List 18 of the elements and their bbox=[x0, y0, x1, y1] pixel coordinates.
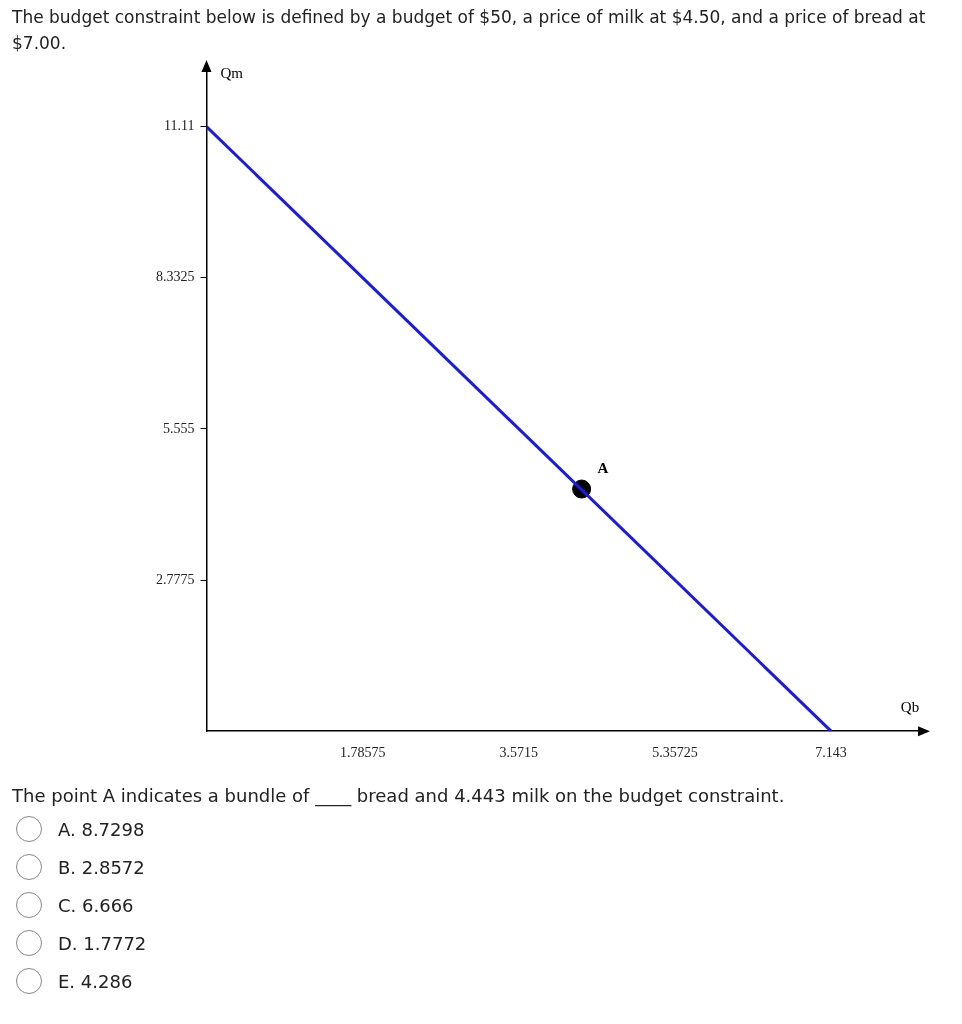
text: D. 1.7772 bbox=[58, 932, 147, 954]
text: C. 6.666 bbox=[58, 894, 134, 916]
y-tick-label: 2.7775 bbox=[156, 571, 195, 587]
x-tick-label: 1.78575 bbox=[339, 745, 386, 761]
text: B. 2.8572 bbox=[58, 856, 145, 878]
text: E. 4.286 bbox=[58, 970, 133, 992]
x-axis-title: Qb bbox=[900, 698, 920, 715]
y-axis-title: Qm bbox=[220, 64, 244, 81]
annotation: A bbox=[597, 460, 609, 477]
y-tick-label: 5.555 bbox=[163, 420, 195, 436]
y-tick-label: 8.3325 bbox=[156, 269, 195, 285]
x-tick-label: 7.143 bbox=[815, 745, 847, 761]
text: A. 8.7298 bbox=[58, 818, 145, 840]
chart-title: The budget constraint below is defined by a budget of $50, a price of milk at $4.50, and a price of bread at $7.00. bbox=[12, 6, 927, 55]
text: The point A indicates a bundle of ____ bread and 4.443 milk on the budget constraint. bbox=[12, 785, 785, 806]
x-tick-label: 3.5715 bbox=[499, 745, 539, 761]
x-tick-label: 5.35725 bbox=[652, 745, 698, 761]
y-tick-label: 11.11 bbox=[164, 118, 195, 134]
